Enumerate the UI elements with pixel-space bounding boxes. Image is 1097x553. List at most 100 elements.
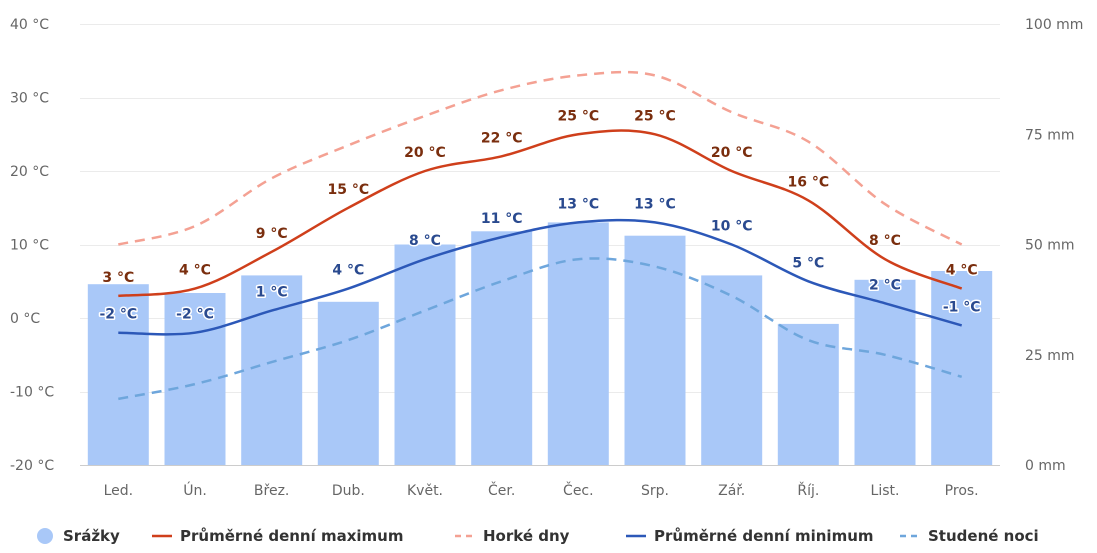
x-tick-label: Ún. — [183, 481, 207, 499]
y-left-tick-label: -10 °C — [10, 385, 54, 401]
x-tick-label: Břez. — [254, 483, 289, 499]
x-tick-label: Květ. — [407, 483, 443, 499]
grid-lines — [80, 24, 1000, 466]
data-label: 1 °C — [256, 285, 288, 301]
data-label: 9 °C — [256, 226, 288, 242]
data-label: 20 °C — [711, 145, 753, 161]
precipitation-bar — [394, 244, 456, 465]
dashed-series-line — [118, 257, 963, 401]
data-label-halo: 1 °C — [256, 285, 288, 301]
legend-symbol — [37, 528, 53, 544]
data-label: 22 °C — [481, 130, 523, 146]
x-tick-label: Srp. — [641, 483, 669, 499]
data-label: 15 °C — [328, 182, 370, 198]
data-label: 13 °C — [634, 196, 676, 212]
x-tick-label: Čec. — [563, 481, 594, 499]
data-labels: 3 °C3 °C 4 °C4 °C9 °C9 °C15 °C15 °C20 °C2… — [98, 107, 982, 324]
precipitation-bar — [164, 293, 226, 465]
data-label: 16 °C — [788, 174, 830, 190]
data-label-halo: 9 °C — [256, 226, 288, 242]
data-label: 4 °C — [179, 263, 211, 279]
data-label: 5 °C — [792, 255, 824, 271]
data-label: 4 °C — [946, 263, 978, 279]
data-label: 10 °C — [711, 219, 753, 235]
data-label-halo: 16 °C — [788, 174, 830, 190]
x-tick-label: Dub. — [332, 483, 365, 499]
data-label-halo: 20 °C — [711, 145, 753, 161]
data-label: 13 °C — [558, 196, 600, 212]
series-line — [118, 218, 963, 336]
data-label-halo: 13 °C — [634, 196, 676, 212]
x-tick-label: Led. — [104, 483, 134, 499]
precipitation-bar — [701, 275, 763, 465]
legend-label: Studené noci — [928, 527, 1039, 545]
data-label: 8 °C — [409, 233, 441, 249]
data-label: 2 °C — [869, 277, 901, 293]
precipitation-bar — [317, 301, 379, 465]
data-label-halo: 11 °C — [481, 211, 523, 227]
y-left-tick-label: 10 °C — [10, 238, 49, 254]
y-left-tick-label: 20 °C — [10, 164, 49, 180]
data-label: 25 °C — [634, 108, 676, 124]
legend: Srážky Průměrné denní maximum Horké dny Prů… — [37, 527, 1039, 545]
precipitation-bars — [87, 222, 993, 465]
data-label-halo: 25 °C — [558, 108, 600, 124]
precipitation-bar — [931, 271, 993, 465]
data-label: -2 °C — [176, 307, 214, 323]
data-label-halo: 20 °C — [404, 145, 446, 161]
precipitation-bar — [624, 235, 686, 465]
data-label-halo: 2 °C — [869, 277, 901, 293]
y-left-tick-label: -20 °C — [10, 458, 54, 474]
data-label: 8 °C — [869, 233, 901, 249]
data-label-halo: 25 °C — [634, 108, 676, 124]
precipitation-bar — [777, 323, 839, 465]
x-tick-label: List. — [871, 483, 900, 499]
data-label: 20 °C — [404, 145, 446, 161]
temperature-lines — [118, 70, 963, 401]
series-line — [118, 129, 963, 298]
legend-label: Srážky — [63, 527, 120, 545]
data-label: 4 °C — [332, 263, 364, 279]
precipitation-bar — [471, 231, 533, 465]
data-label-halo: 15 °C — [328, 182, 370, 198]
data-label-halo: 13 °C — [558, 196, 600, 212]
data-label-halo: -2 °C — [176, 307, 214, 323]
data-label-halo: 4 °C — [179, 263, 211, 279]
data-label: 25 °C — [558, 108, 600, 124]
data-label-halo: 4 °C — [332, 263, 364, 279]
x-tick-label: Čer. — [488, 481, 515, 499]
y-right-tick-label: 50 mm — [1025, 238, 1075, 254]
data-label-halo: 8 °C — [869, 233, 901, 249]
x-tick-label: Říj. — [797, 482, 819, 499]
data-label-halo: -2 °C — [99, 307, 137, 323]
data-label-halo: 8 °C — [409, 233, 441, 249]
data-label: 11 °C — [481, 211, 523, 227]
y-right-tick-label: 0 mm — [1025, 458, 1066, 474]
precipitation-bar — [87, 284, 149, 465]
y-left-tick-label: 30 °C — [10, 91, 49, 107]
y-right-tick-label: 100 mm — [1025, 17, 1083, 33]
data-label: -2 °C — [99, 307, 137, 323]
data-label-halo: -1 °C — [943, 299, 981, 315]
data-label-halo: 5 °C — [792, 255, 824, 271]
legend-label: Průměrné denní minimum — [654, 527, 874, 545]
dashed-series-line — [118, 70, 963, 246]
precipitation-bar — [854, 279, 916, 465]
data-label: 3 °C — [102, 270, 134, 286]
data-label: -1 °C — [943, 299, 981, 315]
precipitation-bar — [241, 275, 303, 465]
x-tick-label: Zář. — [718, 483, 745, 499]
x-tick-label: Pros. — [945, 483, 979, 499]
data-label-halo: 10 °C — [711, 219, 753, 235]
y-left-tick-label: 40 °C — [10, 17, 49, 33]
legend-label: Horké dny — [483, 527, 570, 545]
y-right-tick-label: 75 mm — [1025, 127, 1075, 143]
data-label-halo: 3 °C — [102, 270, 134, 286]
y-left-tick-label: 0 °C — [10, 311, 40, 327]
data-label-halo: 4 °C — [946, 263, 978, 279]
legend-label: Průměrné denní maximum — [180, 527, 403, 545]
axis-labels: 40 °C 30 °C 20 °C 10 °C 0 °C -10 °C -20 °C 100 … — [10, 17, 1083, 499]
y-right-tick-label: 25 mm — [1025, 348, 1075, 364]
